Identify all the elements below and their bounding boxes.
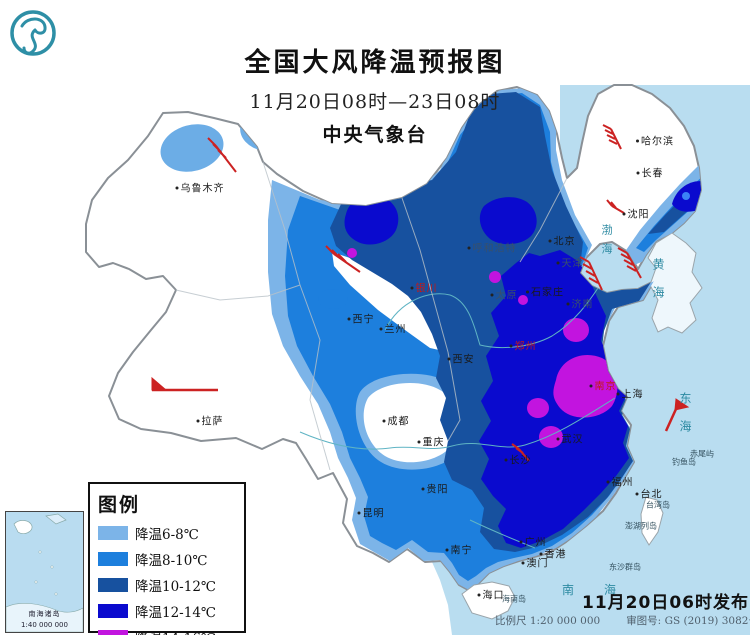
- city-label-hohhot: 呼和浩特: [468, 240, 517, 255]
- wind-pennant-icon: [151, 376, 218, 392]
- map-scale-line: 比例尺 1:20 000 000 审图号: GS (2019) 3082号: [495, 613, 750, 628]
- legend-title: 图例: [98, 494, 141, 516]
- cooling-blob-west: [318, 289, 348, 309]
- cooling-blob-12-14-nw: [344, 195, 399, 245]
- city-label-macau: 澳门: [522, 555, 549, 570]
- legend-row: 降温6-8℃: [98, 523, 236, 543]
- city-label-harbin: 哈尔滨: [636, 133, 674, 148]
- island-label-chiwei: 赤尾屿: [690, 449, 714, 459]
- city-label-urumqi: 乌鲁木齐: [176, 180, 225, 195]
- island-label-penghu: 澎湖列岛: [625, 521, 657, 531]
- inset-title: 南海诸岛: [28, 610, 61, 618]
- city-label-taipei: 台北: [636, 486, 663, 501]
- cooling-14-16-g: [347, 248, 357, 258]
- inset-islands: [6, 513, 83, 632]
- legend-label: 降温12-14℃: [135, 605, 217, 621]
- province-borders: [175, 161, 568, 471]
- legend-swatch-12-14: [98, 604, 128, 618]
- city-label-jinan: 济南: [567, 296, 594, 311]
- cooling-region-14-16-big: [553, 354, 618, 418]
- city-label-changchun: 长春: [637, 165, 664, 180]
- legend-box: 图例 降温6-8℃ 降温8-10℃ 降温10-12℃ 降温12-14℃ 降温14…: [88, 482, 246, 635]
- wind-barb-icon: [325, 245, 361, 273]
- city-label-xian: 西安: [448, 351, 475, 366]
- city-label-lhasa: 拉萨: [197, 413, 224, 428]
- city-label-tianjin: 天津: [557, 255, 584, 270]
- taiwan-island: [640, 496, 664, 546]
- city-label-yinchuan: 银川: [411, 280, 438, 295]
- legend-label: 降温8-10℃: [135, 553, 208, 569]
- legend-row: 降温8-10℃: [98, 549, 236, 569]
- yellow-river: [384, 287, 599, 349]
- korea-peninsula: [647, 232, 703, 334]
- publish-time: 11月20日06时发布: [582, 593, 749, 613]
- cooling-14-16-b: [563, 318, 589, 342]
- island-label-taiwan: 台湾岛: [646, 500, 670, 510]
- city-label-lanzhou: 兰州: [380, 321, 407, 336]
- ne-band-bright-spot: [682, 192, 690, 200]
- city-label-chongqing: 重庆: [418, 434, 445, 449]
- legend-swatch-6-8: [98, 526, 128, 540]
- island-label-diaoyu: 钓鱼岛: [672, 457, 696, 467]
- city-label-shenyang: 沈阳: [623, 206, 650, 221]
- cooling-region-12-14: [479, 250, 629, 548]
- legend-swatch-10-12: [98, 578, 128, 592]
- city-label-nanning: 南宁: [446, 542, 473, 557]
- city-label-taiyuan: 太原: [491, 287, 518, 302]
- legend-swatch-14-16: [98, 630, 128, 635]
- city-label-kunming: 昆明: [358, 505, 385, 520]
- city-label-guangzhou: 广州: [520, 534, 547, 549]
- island-label-hainan: 海南岛: [502, 594, 526, 604]
- city-label-fuzhou: 福州: [607, 474, 634, 489]
- cooling-blob-12-14-north: [479, 197, 537, 245]
- city-label-shijiazhuang: 石家庄: [526, 284, 564, 299]
- city-label-hongkong: 香港: [540, 546, 567, 561]
- legend-label: 降温14-16℃: [135, 627, 216, 635]
- south-china-sea-inset: 南海诸岛 1:40 000 000: [5, 511, 84, 633]
- cma-logo-icon: [10, 10, 56, 56]
- island-label-dongsha: 东沙群岛: [609, 562, 641, 572]
- wind-barb-icon: [579, 256, 603, 291]
- city-label-zhengzhou: 郑州: [510, 338, 537, 353]
- ne-band-12-14: [672, 181, 701, 212]
- xinjiang-blob-1: [160, 124, 224, 172]
- wind-barb-icon: [602, 124, 622, 150]
- legend-label: 降温6-8℃: [135, 527, 199, 543]
- city-label-nanjing: 南京: [590, 378, 617, 393]
- legend-label: 降温10-12℃: [135, 579, 217, 595]
- city-label-haikou: 海口: [478, 587, 505, 602]
- map-scale: 比例尺 1:20 000 000: [495, 615, 601, 627]
- legend-row: 降温12-14℃: [98, 601, 236, 621]
- city-label-chengdu: 成都: [383, 413, 410, 428]
- cooling-14-16-c: [527, 398, 549, 418]
- sea-label-south-sea: 南海: [562, 583, 647, 597]
- sea-label-bohai: 渤海: [600, 224, 613, 262]
- sea-label-yellow-sea: 黄海: [651, 258, 665, 314]
- inset-scale: 1:40 000 000: [21, 621, 68, 629]
- city-label-shanghai: 上海: [617, 386, 644, 401]
- legend-row: 降温10-12℃: [98, 575, 236, 595]
- city-label-wuhan: 武汉: [557, 431, 584, 446]
- wind-barb-icon: [617, 247, 642, 279]
- city-label-beijing: 北京: [549, 233, 576, 248]
- wind-pennant-icon: [664, 398, 690, 432]
- legend-row: 降温14-16℃: [98, 627, 236, 635]
- city-label-guiyang: 贵阳: [422, 481, 449, 496]
- legend-swatch-8-10: [98, 552, 128, 566]
- city-label-changsha: 长沙: [505, 452, 532, 467]
- sea-label-east-sea: 东海: [678, 392, 692, 448]
- wind-barb-icon: [207, 137, 237, 173]
- approval-number: 审图号: GS (2019) 3082号: [626, 615, 750, 627]
- no-cooling-wedge: [332, 252, 448, 352]
- cooling-14-16-e: [489, 271, 501, 283]
- city-label-xining: 西宁: [348, 311, 375, 326]
